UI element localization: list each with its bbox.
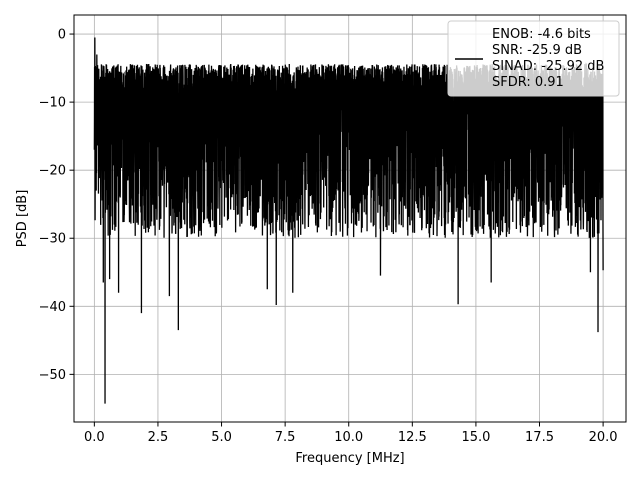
- axes-frame: [73, 14, 627, 423]
- y-tick-label: −20: [39, 164, 66, 179]
- legend-box: [447, 20, 620, 97]
- legend-entry-sinad: SINAD: -25.92 dB: [492, 59, 604, 74]
- x-tick-label: 7.5: [275, 430, 296, 445]
- x-tick-label: 2.5: [148, 430, 169, 445]
- x-axis-ticks: 0.0 2.5 5.0 7.5 10.0 12.5 15.0 17.5 20.0: [84, 422, 618, 445]
- x-tick-label: 15.0: [461, 430, 490, 445]
- x-tick-label: 17.5: [525, 430, 554, 445]
- x-tick-label: 0.0: [84, 430, 105, 445]
- legend-entry-enob: ENOB: -4.6 bits: [492, 27, 591, 42]
- x-axis-label: Frequency [MHz]: [295, 451, 404, 466]
- y-tick-label: −40: [39, 300, 66, 315]
- legend-entry-sfdr: SFDR: 0.91: [492, 75, 564, 90]
- y-tick-label: −30: [39, 232, 66, 247]
- y-tick-label: −50: [39, 368, 66, 383]
- x-tick-label: 12.5: [398, 430, 427, 445]
- legend: ENOB: -4.6 bits SNR: -25.9 dB SINAD: -25…: [447, 20, 620, 97]
- y-tick-label: −10: [39, 96, 66, 111]
- y-axis-label: PSD [dB]: [15, 190, 30, 248]
- x-tick-label: 20.0: [589, 430, 618, 445]
- x-tick-label: 5.0: [211, 430, 232, 445]
- y-tick-label: 0: [58, 28, 66, 43]
- x-tick-label: 10.0: [334, 430, 363, 445]
- legend-entry-snr: SNR: -25.9 dB: [492, 43, 582, 58]
- y-axis-ticks: 0 −10 −20 −30 −40 −50: [39, 28, 74, 383]
